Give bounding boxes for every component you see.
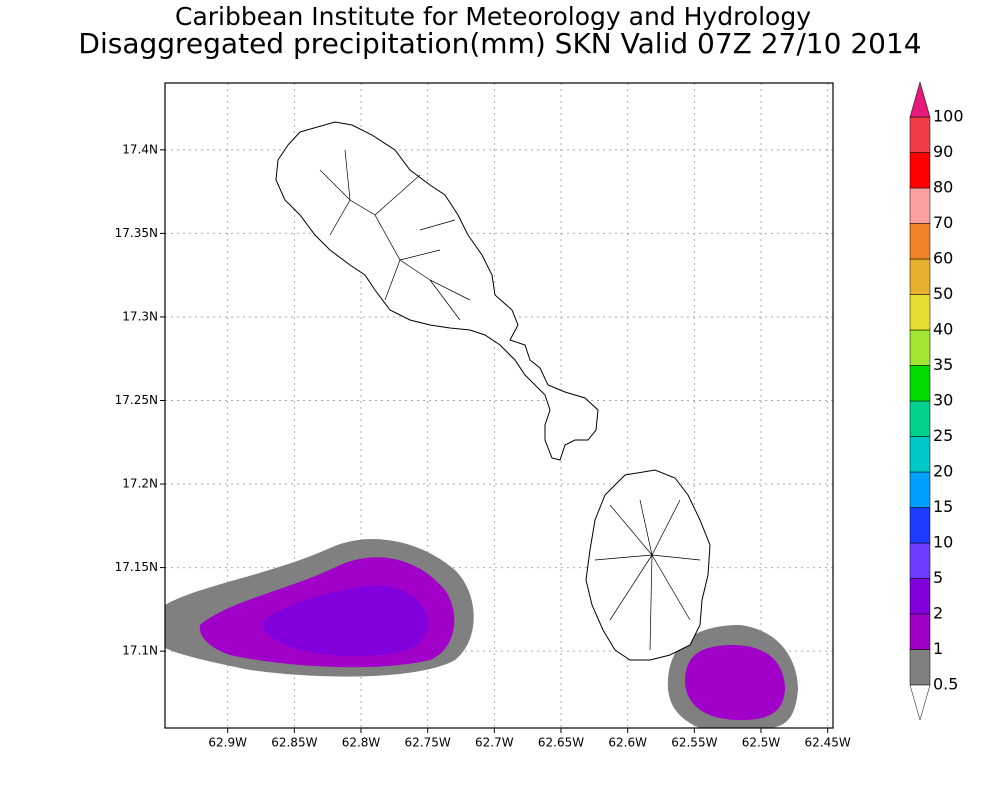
colorbar-label: 40: [933, 320, 953, 339]
colorbar-label: 35: [933, 355, 953, 374]
x-tick-label: 62.5W: [742, 736, 781, 750]
colorbar-box: [909, 471, 931, 508]
colorbar-box: [909, 578, 931, 615]
colorbar-label: 2: [933, 604, 943, 623]
x-tick-label: 62.55W: [671, 736, 717, 750]
colorbar-box: [909, 365, 931, 402]
subtitle: Disaggregated precipitation(mm) SKN Vali…: [78, 27, 921, 60]
plot-area: [164, 82, 834, 729]
x-tick-label: 62.45W: [805, 736, 851, 750]
colorbar-box: [909, 436, 931, 473]
colorbar-label: 50: [933, 284, 953, 303]
colorbar-label: 1: [933, 639, 943, 658]
contour-fill: [685, 645, 785, 720]
island-nevis: [585, 469, 711, 661]
plot-frame: [164, 82, 834, 729]
island-st-kitts: [275, 121, 599, 461]
y-tick-label: 17.15N: [115, 560, 158, 574]
x-tick-label: 62.65W: [538, 736, 584, 750]
colorbar-label: 70: [933, 213, 953, 232]
colorbar-box: [909, 329, 931, 366]
colorbar-label: 100: [933, 107, 964, 126]
colorbar-over: [909, 81, 931, 118]
y-tick-label: 17.3N: [122, 309, 158, 323]
colorbar-label: 30: [933, 391, 953, 410]
x-tick-label: 62.8W: [342, 736, 381, 750]
x-tick-label: 62.7W: [475, 736, 514, 750]
colorbar-box: [909, 507, 931, 544]
colorbar-box: [909, 613, 931, 650]
colorbar-label: 60: [933, 249, 953, 268]
river-lines: [319, 149, 471, 321]
x-tick-label: 62.9W: [208, 736, 247, 750]
y-tick-label: 17.4N: [122, 142, 158, 156]
colorbar-under: [909, 684, 931, 721]
colorbar-label: 15: [933, 497, 953, 516]
colorbar-box: [909, 294, 931, 331]
x-tick-label: 62.75W: [405, 736, 451, 750]
x-tick-label: 62.6W: [608, 736, 647, 750]
y-tick-label: 17.1N: [122, 644, 158, 658]
y-tick-label: 17.35N: [115, 226, 158, 240]
colorbar-label: 80: [933, 178, 953, 197]
colorbar-label: 0.5: [933, 675, 958, 694]
colorbar-box: [909, 116, 931, 153]
colorbar-box: [909, 152, 931, 189]
colorbar-label: 25: [933, 426, 953, 445]
colorbar-box: [909, 258, 931, 295]
colorbar-box: [909, 400, 931, 437]
colorbar-box: [909, 649, 931, 686]
y-tick-label: 17.2N: [122, 477, 158, 491]
colorbar-box: [909, 542, 931, 579]
title: Caribbean Institute for Meteorology and …: [175, 2, 811, 31]
river-lines: [594, 499, 701, 651]
colorbar-label: 5: [933, 568, 943, 587]
colorbar-box: [909, 187, 931, 224]
colorbar-label: 20: [933, 462, 953, 481]
colorbar-label: 10: [933, 533, 953, 552]
contour-fill: [262, 585, 428, 657]
colorbar-label: 90: [933, 142, 953, 161]
colorbar-box: [909, 223, 931, 260]
y-tick-label: 17.25N: [115, 393, 158, 407]
x-tick-label: 62.85W: [271, 736, 317, 750]
